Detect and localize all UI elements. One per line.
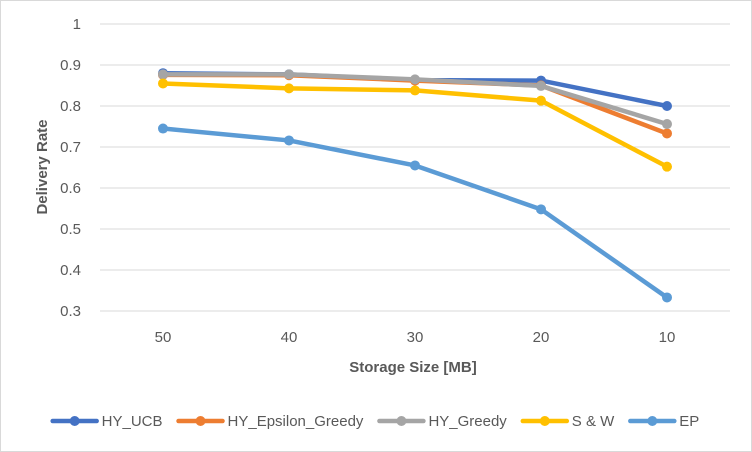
data-point: [410, 160, 420, 171]
legend-swatch-marker: [396, 416, 407, 426]
legend: HY_UCB HY_Epsilon_Greedy HY_Greedy S & W EP: [50, 413, 699, 430]
x-axis-title: Storage Size [MB]: [349, 359, 477, 376]
legend-swatch-marker: [69, 416, 80, 426]
data-point: [536, 80, 546, 91]
legend-label: HY_Greedy: [428, 413, 507, 430]
series-3: [158, 69, 672, 130]
data-point: [410, 85, 420, 96]
x-tick-label: 20: [533, 329, 550, 346]
data-point: [662, 161, 672, 172]
legend-item: HY_Greedy: [377, 413, 507, 430]
x-tick-labels: 50 40 30 20 10: [155, 329, 676, 346]
y-tick-label: 0.9: [60, 57, 81, 74]
data-point: [536, 95, 546, 106]
y-tick-label: 0.8: [60, 98, 81, 115]
series-5: [158, 123, 672, 303]
x-tick-label: 10: [659, 329, 676, 346]
y-axis-title: Delivery Rate: [34, 119, 51, 214]
y-tick-label: 0.6: [60, 180, 81, 197]
legend-swatch-marker: [195, 416, 206, 426]
x-tick-label: 40: [281, 329, 298, 346]
gridlines: [100, 23, 730, 312]
y-tick-label: 1: [73, 16, 81, 33]
legend-item: HY_UCB: [50, 413, 163, 430]
data-point: [284, 69, 294, 80]
legend-swatch-marker: [539, 416, 550, 426]
series-4: [158, 78, 672, 172]
legend-label: HY_UCB: [102, 413, 163, 430]
y-tick-label: 0.3: [60, 303, 81, 320]
legend-item: S & W: [520, 413, 615, 430]
y-tick-label: 0.5: [60, 221, 81, 238]
y-tick-labels: 0.3 0.4 0.5 0.6 0.7 0.8 0.9 1: [60, 16, 81, 320]
data-point: [662, 292, 672, 303]
data-point: [284, 83, 294, 94]
data-point: [662, 128, 672, 139]
data-point: [284, 135, 294, 146]
y-tick-label: 0.7: [60, 139, 81, 156]
legend-item: EP: [628, 413, 699, 430]
data-point: [158, 69, 168, 80]
legend-item: HY_Epsilon_Greedy: [176, 413, 364, 430]
series-lines: [158, 68, 672, 303]
data-point: [158, 78, 168, 89]
x-tick-label: 30: [407, 329, 424, 346]
y-tick-label: 0.4: [60, 262, 81, 279]
data-point: [158, 123, 168, 134]
legend-swatch-marker: [647, 416, 658, 426]
data-point: [662, 101, 672, 111]
legend-label: HY_Epsilon_Greedy: [228, 413, 364, 430]
data-point: [536, 204, 546, 215]
x-tick-label: 50: [155, 329, 172, 346]
legend-label: S & W: [572, 413, 615, 430]
data-point: [410, 74, 420, 85]
data-point: [662, 119, 672, 130]
legend-label: EP: [679, 413, 699, 430]
